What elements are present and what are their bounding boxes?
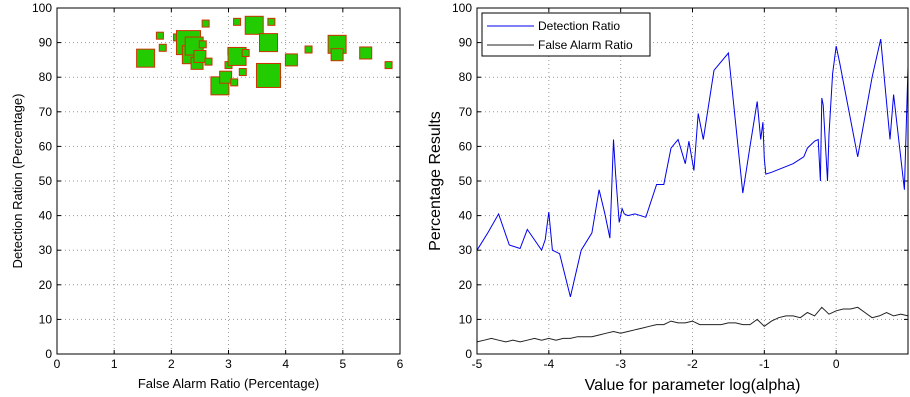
y-tick-label: 70 [459, 105, 473, 119]
scatter-point [267, 17, 276, 26]
legend: Detection Ratio False Alarm Ratio [481, 12, 651, 57]
scatter-point [256, 62, 282, 88]
scatter-point [330, 48, 344, 62]
y-tick-label: 10 [39, 312, 53, 326]
x-tick-label: 5 [339, 357, 346, 371]
plot-frame [56, 7, 401, 355]
x-tick-label: 6 [397, 357, 404, 371]
y-tick-label: 100 [32, 1, 52, 15]
x-tick-label: -4 [543, 357, 554, 371]
series-line-detection-ratio [476, 38, 909, 298]
scatter-point [158, 43, 167, 52]
scatter-point [136, 48, 156, 68]
scatter-point [233, 17, 242, 26]
y-tick-label: 80 [39, 70, 53, 84]
y-tick-label: 90 [39, 36, 53, 50]
legend-label: Detection Ratio [538, 19, 620, 33]
scatter-point [259, 33, 279, 53]
y-axis-label: Percentage Results [427, 111, 444, 251]
y-tick-label: 20 [459, 278, 473, 292]
x-tick-label: -3 [615, 357, 626, 371]
x-tick-label: 3 [225, 357, 232, 371]
x-axis-label: False Alarm Ratio (Percentage) [138, 376, 319, 391]
y-tick-label: 50 [459, 174, 473, 188]
scatter-point [193, 49, 207, 63]
scatter-point [201, 19, 210, 28]
x-tick-label: -1 [759, 357, 770, 371]
y-tick-label: 10 [459, 312, 473, 326]
y-axis-label: Detection Ration (Percentage) [10, 94, 25, 269]
scatter-point [384, 61, 393, 70]
scatter-point [241, 48, 250, 57]
x-axis-label: Value for parameter log(alpha) [585, 377, 801, 394]
x-tick-label: 0 [833, 357, 840, 371]
scatter-point [284, 53, 298, 67]
y-tick-label: 80 [459, 70, 473, 84]
x-tick-label: 2 [168, 357, 175, 371]
x-tick-label: 4 [282, 357, 289, 371]
y-tick-label: 60 [459, 139, 473, 153]
y-tick-label: 30 [459, 243, 473, 257]
y-tick-label: 70 [39, 105, 53, 119]
y-tick-label: 100 [452, 1, 472, 15]
y-tick-label: 60 [39, 139, 53, 153]
y-tick-label: 90 [459, 36, 473, 50]
y-tick-label: 20 [39, 278, 53, 292]
x-tick-label: -2 [687, 357, 698, 371]
legend-box [481, 12, 651, 57]
scatter-point [198, 40, 207, 49]
y-tick-label: 0 [465, 347, 472, 361]
scatter-point [155, 31, 164, 40]
scatter-point [359, 46, 373, 60]
x-tick-label: -5 [472, 357, 483, 371]
series-line-false-alarm-ratio [476, 306, 909, 343]
scatter-point [219, 70, 233, 84]
y-tick-label: 50 [39, 174, 53, 188]
y-tick-label: 40 [39, 209, 53, 223]
x-tick-label: 0 [54, 357, 61, 371]
scatter-point [238, 68, 247, 77]
scatter-point [204, 57, 213, 66]
plot-frame [476, 7, 909, 355]
x-tick-label: 1 [111, 357, 118, 371]
scatter-point [304, 45, 313, 54]
scatter-point [230, 78, 239, 87]
y-tick-label: 40 [459, 209, 473, 223]
scatter-point [244, 15, 264, 35]
y-tick-label: 0 [45, 347, 52, 361]
line-chart: -5 -4 -3 -2 -1 0 0 10 20 30 40 50 60 70 80 90 100 Value f… [427, 1, 909, 394]
legend-label: False Alarm Ratio [538, 38, 633, 52]
y-tick-label: 30 [39, 243, 53, 257]
